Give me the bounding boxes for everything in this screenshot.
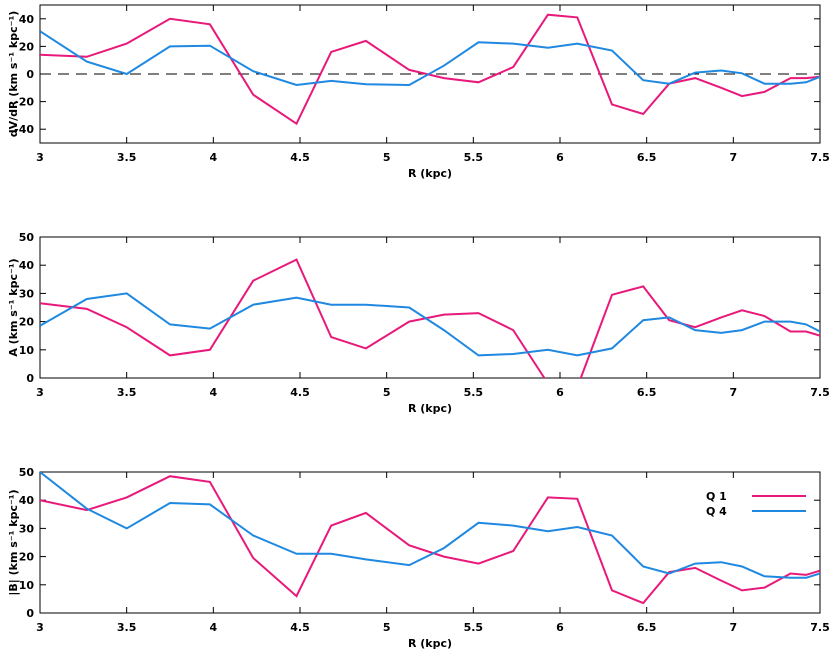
x-tick-label: 7 xyxy=(730,621,738,634)
y-tick-label: 20 xyxy=(19,316,35,329)
x-tick-label: 4 xyxy=(210,386,218,399)
y-axis-label: dV/dR (km s⁻¹ kpc⁻¹) xyxy=(7,11,20,138)
y-tick-label: 40 xyxy=(19,259,35,272)
x-axis-label: R (kpc) xyxy=(408,167,452,180)
plot-frame xyxy=(39,471,821,614)
x-tick-label: 3 xyxy=(36,386,44,399)
panel-a: 3 3.5 4 4.5 5 5.5 6 6.5 7 7.5 0 10 20 30 40 50 R (kpc) A … xyxy=(7,231,830,415)
x-tick-label: 5 xyxy=(383,151,391,164)
x-tick-label: 6.5 xyxy=(637,621,657,634)
y-tick-label: 10 xyxy=(19,579,35,592)
x-tick-label: 5 xyxy=(383,386,391,399)
legend: Q 1 Q 4 xyxy=(706,490,806,518)
x-tick-label: 6 xyxy=(556,621,564,634)
x-tick-label: 7.5 xyxy=(810,151,830,164)
x-tick-label: 3.5 xyxy=(117,386,137,399)
series-line-q4 xyxy=(40,472,820,579)
series-line-q1 xyxy=(40,258,820,378)
series-line-q4 xyxy=(40,30,820,87)
x-tick-label: 3.5 xyxy=(117,621,137,634)
x-tick-label: 5.5 xyxy=(464,386,484,399)
x-tick-label: 4.5 xyxy=(290,386,310,399)
x-tick-label: 4.5 xyxy=(290,151,310,164)
y-tick-label: 40 xyxy=(19,13,35,26)
y-tick-label: 0 xyxy=(26,607,34,620)
y-tick-label: 30 xyxy=(19,287,35,300)
panel-b: 3 3.5 4 4.5 5 5.5 6 6.5 7 7.5 0 10 20 30 40 50 R (kpc) |B… xyxy=(7,466,830,650)
y-tick-label: 10 xyxy=(19,344,35,357)
y-tick-label: 30 xyxy=(19,522,35,535)
y-tick-label: 20 xyxy=(19,551,35,564)
y-tick-label: 20 xyxy=(19,40,35,53)
series-line-q1 xyxy=(40,13,820,126)
x-tick-label: 6.5 xyxy=(637,151,657,164)
x-tick-label: 4.5 xyxy=(290,621,310,634)
y-tick-label: -20 xyxy=(14,96,34,109)
y-tick-label: 0 xyxy=(26,372,34,385)
x-tick-label: 7 xyxy=(730,386,738,399)
x-tick-label: 3 xyxy=(36,151,44,164)
y-tick-label: -40 xyxy=(14,123,34,136)
x-tick-label: 3.5 xyxy=(117,151,137,164)
x-tick-label: 6 xyxy=(556,386,564,399)
legend-label-q4: Q 4 xyxy=(706,505,727,518)
series-line-q4 xyxy=(40,292,820,357)
x-tick-label: 4 xyxy=(210,621,218,634)
x-tick-label: 7 xyxy=(730,151,738,164)
y-axis-label: A (km s⁻¹ kpc⁻¹) xyxy=(7,258,20,356)
x-tick-label: 5.5 xyxy=(464,621,484,634)
x-tick-label: 7.5 xyxy=(810,386,830,399)
y-axis-label: |B| (km s⁻¹ kpc⁻¹) xyxy=(7,489,20,595)
x-tick-label: 7.5 xyxy=(810,621,830,634)
y-tick-label: 50 xyxy=(19,231,35,244)
legend-label-q1: Q 1 xyxy=(706,490,727,503)
panel-dvdr: 3 3.5 4 4.5 5 5.5 6 6.5 7 7.5 -40 -20 0 20 40 R (kpc) dV… xyxy=(7,4,830,180)
y-tick-label: 0 xyxy=(26,68,34,81)
y-tick-label: 40 xyxy=(19,494,35,507)
plot-frame xyxy=(39,236,821,379)
x-tick-label: 5.5 xyxy=(464,151,484,164)
series-line-q1 xyxy=(40,475,820,605)
x-tick-label: 3 xyxy=(36,621,44,634)
x-tick-label: 5 xyxy=(383,621,391,634)
x-axis-label: R (kpc) xyxy=(408,637,452,650)
x-tick-label: 4 xyxy=(210,151,218,164)
x-tick-label: 6 xyxy=(556,151,564,164)
x-axis-label: R (kpc) xyxy=(408,402,452,415)
x-tick-label: 6.5 xyxy=(637,386,657,399)
y-tick-label: 50 xyxy=(19,466,35,479)
